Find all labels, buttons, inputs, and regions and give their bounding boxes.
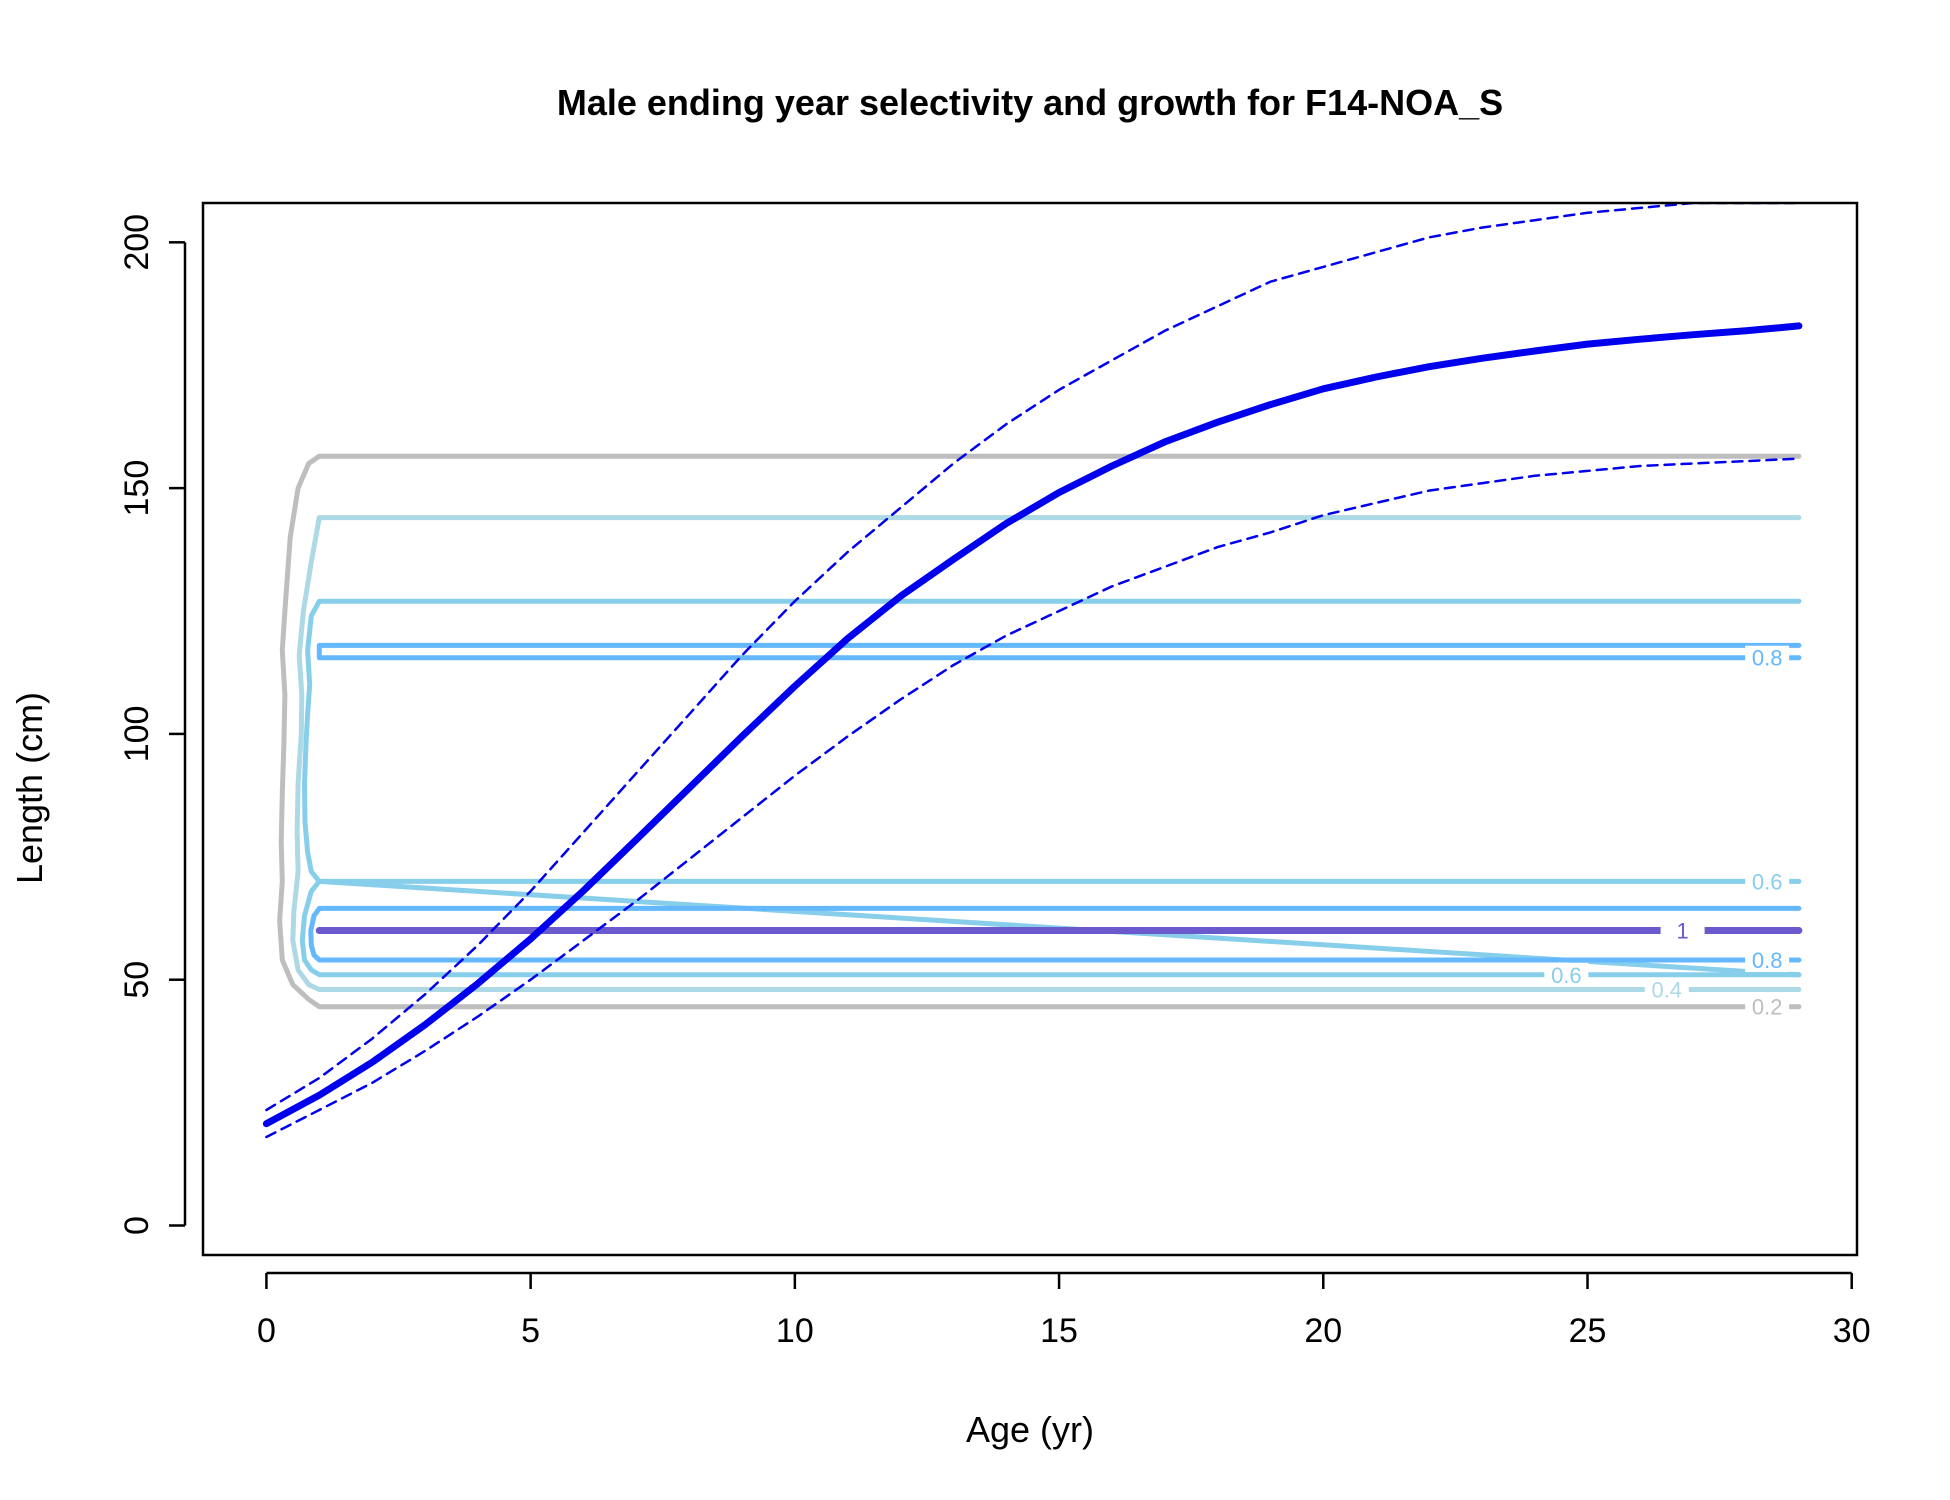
contour-line-0-4-1 (290, 515, 1802, 992)
x-tick-label-30: 30 (1833, 1312, 1871, 1350)
y-tick-label-100: 100 (118, 706, 156, 763)
y-axis-label: Length (cm) (9, 692, 50, 884)
growth-curve-mean (262, 322, 1803, 1128)
x-tick-label-20: 20 (1304, 1312, 1342, 1350)
chart-title: Male ending year selectivity and growth … (557, 82, 1503, 123)
contour-line-0-8-5 (308, 905, 1802, 963)
contour-label-6: 1 (1676, 919, 1688, 944)
y-tick-label-50: 50 (118, 961, 156, 999)
growth-curve-upper (265, 203, 1801, 1112)
contour-label-bg-4 (1745, 645, 1790, 670)
contour-label-4: 0.8 (1752, 646, 1783, 671)
y-tick-label-0: 0 (118, 1216, 156, 1235)
contour-label-2: 0.6 (1551, 963, 1582, 988)
growth-curve-lower (265, 457, 1801, 1139)
contour-line-0-8-4 (316, 642, 1802, 661)
plot-layer: 0.20.40.60.60.80.810 5 10 15 20 25 30050100150… (118, 201, 1871, 1350)
contour-label-bg-5 (1745, 948, 1790, 973)
x-tick-label-0: 0 (257, 1312, 276, 1350)
contour-label-1: 0.4 (1651, 978, 1682, 1003)
x-tick-label-15: 15 (1040, 1312, 1078, 1350)
x-axis-label: Age (yr) (966, 1409, 1094, 1450)
contour-line-0-2-0 (277, 453, 1802, 1010)
contour-group (277, 453, 1803, 1010)
contour-label-bg-2 (1544, 962, 1589, 987)
x-tick-label-5: 5 (521, 1312, 540, 1350)
contour-label-3: 0.6 (1752, 869, 1783, 894)
y-tick-label-150: 150 (118, 460, 156, 517)
contour-line-0-6-2 (302, 598, 1802, 978)
y-tick-label-200: 200 (118, 214, 156, 271)
plot-border (201, 201, 1859, 1257)
contour-label-bg-0 (1745, 994, 1790, 1019)
contour-label-bg-6 (1660, 918, 1705, 943)
contour-label-bg-1 (1644, 977, 1689, 1002)
contour-label-bg-3 (1745, 869, 1790, 894)
x-tick-label-10: 10 (776, 1312, 814, 1350)
x-tick-label-25: 25 (1569, 1312, 1607, 1350)
contour-label-0: 0.2 (1752, 995, 1783, 1020)
contour-label-5: 0.8 (1752, 948, 1783, 973)
contour-line-0-6-3 (299, 878, 1802, 978)
